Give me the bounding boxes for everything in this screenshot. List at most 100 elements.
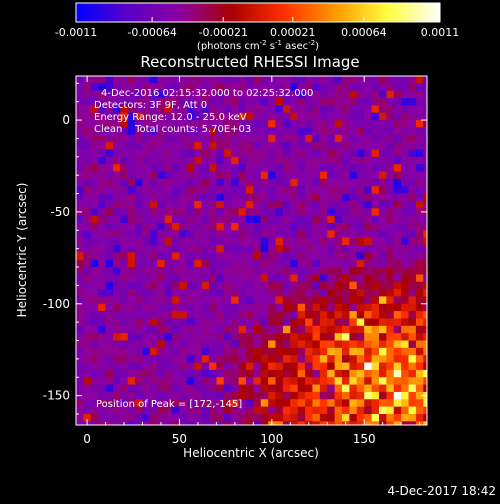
heatmap-pixel — [238, 377, 247, 386]
heatmap-pixel — [216, 274, 225, 283]
heatmap-pixel — [209, 120, 217, 129]
heatmap-pixel — [415, 149, 424, 158]
heatmap-pixel — [415, 76, 424, 84]
heatmap-pixel — [90, 244, 99, 253]
heatmap-pixel — [415, 208, 424, 217]
heatmap-pixel — [76, 215, 84, 224]
heatmap-pixel — [393, 384, 402, 393]
heatmap-pixel — [334, 296, 343, 305]
x-tick-label: 0 — [83, 432, 91, 446]
heatmap-pixel — [83, 112, 92, 121]
heatmap-pixel — [98, 303, 107, 312]
heatmap-pixel — [98, 296, 107, 305]
heatmap-pixel — [135, 105, 144, 114]
heatmap-pixel — [76, 244, 84, 253]
heatmap-pixel — [231, 127, 240, 136]
heatmap-pixel — [334, 83, 343, 92]
heatmap-pixel — [386, 244, 395, 253]
heatmap-pixel — [98, 289, 107, 298]
heatmap-pixel — [312, 259, 321, 268]
heatmap-pixel — [149, 208, 158, 217]
heatmap-pixel — [157, 215, 166, 224]
heatmap-pixel — [238, 340, 247, 349]
heatmap-pixel — [364, 120, 373, 129]
heatmap-pixel — [157, 252, 166, 261]
heatmap-pixel — [83, 105, 92, 114]
heatmap-pixel — [238, 325, 247, 334]
heatmap-pixel — [223, 178, 232, 187]
heatmap-pixel — [201, 156, 210, 165]
heatmap-pixel — [120, 377, 129, 386]
heatmap-pixel — [209, 406, 217, 415]
heatmap-pixel — [112, 391, 121, 400]
heatmap-pixel — [231, 222, 240, 231]
heatmap-pixel — [98, 200, 107, 209]
heatmap-pixel — [393, 193, 402, 202]
heatmap-pixel — [164, 244, 173, 253]
heatmap-pixel — [209, 186, 217, 195]
heatmap-pixel — [105, 384, 114, 393]
heatmap-pixel — [386, 237, 395, 246]
heatmap-pixel — [312, 222, 321, 231]
heatmap-pixel — [98, 274, 107, 283]
heatmap-pixel — [342, 362, 351, 371]
heatmap-pixel — [112, 171, 121, 180]
heatmap-pixel — [349, 252, 358, 261]
heatmap-pixel — [260, 333, 269, 342]
heatmap-pixel — [194, 384, 203, 393]
heatmap-pixel — [364, 289, 373, 298]
heatmap-pixel — [135, 274, 144, 283]
heatmap-pixel — [201, 274, 210, 283]
heatmap-pixel — [83, 289, 92, 298]
heatmap-pixel — [378, 355, 387, 364]
heatmap-pixel — [319, 281, 328, 290]
heatmap-pixel — [112, 281, 121, 290]
heatmap-pixel — [98, 318, 107, 327]
heatmap-pixel — [98, 384, 107, 393]
heatmap-pixel — [393, 259, 402, 268]
heatmap-pixel — [98, 333, 107, 342]
heatmap-pixel — [209, 208, 217, 217]
heatmap-pixel — [305, 311, 314, 320]
heatmap-pixel — [408, 208, 417, 217]
heatmap-pixel — [238, 296, 247, 305]
heatmap-pixel — [423, 186, 427, 195]
heatmap-pixel — [282, 362, 291, 371]
heatmap-pixel — [327, 208, 336, 217]
heatmap-pixel — [282, 333, 291, 342]
heatmap-pixel — [423, 230, 427, 239]
heatmap-pixel — [83, 413, 92, 422]
heatmap-pixel — [179, 112, 188, 121]
heatmap-pixel — [268, 193, 277, 202]
heatmap-pixel — [356, 230, 365, 239]
heatmap-pixel — [275, 325, 284, 334]
heatmap-pixel — [275, 142, 284, 151]
heatmap-pixel — [209, 105, 217, 114]
heatmap-pixel — [90, 333, 99, 342]
heatmap-pixel — [342, 112, 351, 121]
heatmap-pixel — [393, 296, 402, 305]
heatmap-pixel — [164, 222, 173, 231]
heatmap-pixel — [216, 355, 225, 364]
heatmap-pixel — [201, 325, 210, 334]
heatmap-pixel — [194, 325, 203, 334]
heatmap-pixel — [223, 120, 232, 129]
heatmap-pixel — [342, 340, 351, 349]
heatmap-pixel — [90, 120, 99, 129]
colorbar-tick-label: -0.00021 — [199, 26, 248, 39]
heatmap-pixel — [216, 267, 225, 275]
heatmap-pixel — [245, 186, 254, 195]
heatmap-pixel — [386, 156, 395, 165]
heatmap-pixel — [342, 252, 351, 261]
heatmap-pixel — [127, 98, 136, 106]
heatmap-pixel — [275, 267, 284, 275]
heatmap-pixel — [238, 333, 247, 342]
heatmap-pixel — [135, 311, 144, 320]
heatmap-pixel — [253, 76, 262, 84]
heatmap-pixel — [120, 252, 129, 261]
heatmap-pixel — [268, 318, 277, 327]
heatmap-pixel — [415, 134, 424, 143]
heatmap-pixel — [209, 98, 217, 106]
heatmap-pixel — [209, 369, 217, 378]
heatmap-pixel — [142, 215, 151, 224]
